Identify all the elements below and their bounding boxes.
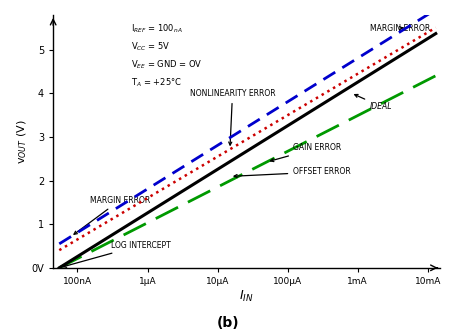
Text: GAIN ERROR: GAIN ERROR xyxy=(271,143,341,162)
Text: OFFSET ERROR: OFFSET ERROR xyxy=(234,167,351,178)
Text: IDEAL: IDEAL xyxy=(355,95,393,111)
Text: I$_{REF}$ = 100$_{nA}$
V$_{CC}$ = 5V
V$_{EE}$ = GND = OV
T$_A$ = +25°C: I$_{REF}$ = 100$_{nA}$ V$_{CC}$ = 5V V$_… xyxy=(131,23,202,89)
Text: MARGIN ERROR: MARGIN ERROR xyxy=(370,24,430,33)
Text: MARGIN ERROR: MARGIN ERROR xyxy=(74,196,150,234)
Text: NONLINEARITY ERROR: NONLINEARITY ERROR xyxy=(190,89,275,145)
Y-axis label: v$_{OUT}$ (V): v$_{OUT}$ (V) xyxy=(15,119,29,164)
Text: (b): (b) xyxy=(217,316,240,330)
X-axis label: I$_{IN}$: I$_{IN}$ xyxy=(239,289,254,304)
Text: LOG INTERCEPT: LOG INTERCEPT xyxy=(63,241,170,267)
